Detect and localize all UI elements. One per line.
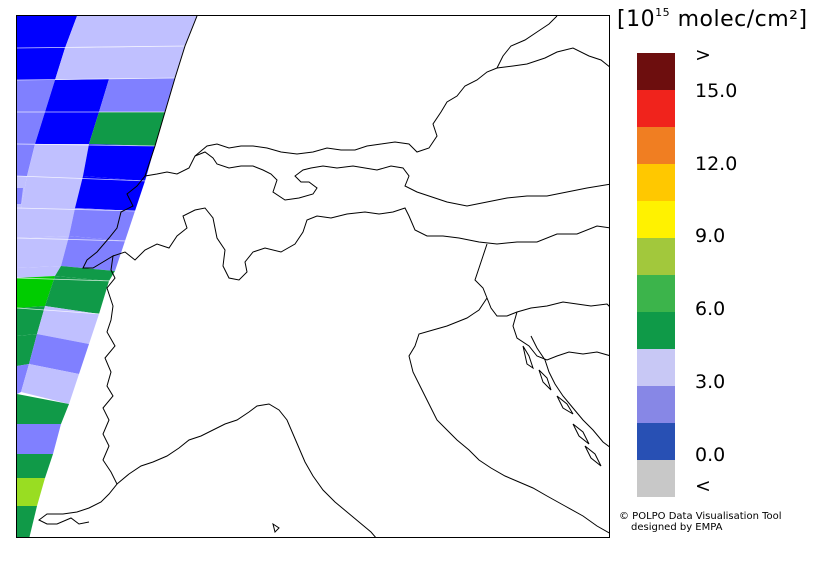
swath-cell (17, 424, 61, 454)
island-3 (556, 395, 574, 415)
swath-cell (99, 78, 175, 112)
swath-row-lines (17, 45, 188, 315)
swath-cell (27, 144, 89, 176)
island-2 (538, 369, 552, 391)
swath-cell (65, 16, 197, 48)
legend-tick-label: < (695, 475, 711, 497)
swath-cell (17, 306, 45, 336)
legend-tick-label: 0.0 (695, 444, 726, 466)
legend-swatch (637, 275, 675, 312)
swath-cell (83, 144, 155, 181)
legend-tick-label: 9.0 (695, 225, 726, 247)
swath-cell (45, 79, 109, 112)
swath-cell (17, 334, 37, 366)
legend-tick-label: 12.0 (695, 153, 738, 175)
credit-line-2: designed by EMPA (631, 522, 723, 533)
credit-line-1: © POLPO Data Visualisation Tool (619, 511, 782, 522)
swath-cell (17, 506, 37, 537)
legend-swatch (637, 238, 675, 275)
border-austria-germany (194, 47, 609, 157)
swath-cell (17, 454, 53, 478)
swath-cell (37, 306, 99, 344)
legend-swatch (637, 164, 675, 201)
swath-cell (35, 112, 99, 144)
color-legend (637, 53, 675, 497)
legend-swatch (637, 349, 675, 386)
legend-tick-label: 6.0 (695, 298, 726, 320)
legend-swatch (637, 423, 675, 460)
swath-cell (17, 478, 45, 506)
swath-cell (17, 48, 65, 80)
border-switzerland-italy (112, 207, 609, 281)
map-canvas (17, 16, 609, 537)
legend-swatch (637, 312, 675, 349)
swath-cell (17, 364, 29, 394)
coastlines-and-borders (38, 16, 609, 537)
swath-cell (17, 16, 77, 48)
unit-prefix: [10 (617, 7, 656, 32)
coast-italy-tyrrhenian (116, 403, 376, 537)
swath-cell (21, 364, 79, 404)
swath-cell (29, 334, 89, 374)
border-france-switzerland (38, 16, 198, 525)
elba (272, 522, 280, 533)
legend-swatch (637, 90, 675, 127)
legend-tick-label: > (695, 44, 711, 66)
swath-cell (69, 208, 135, 241)
swath-cell (45, 276, 109, 314)
coast-croatia-islands (530, 335, 609, 448)
coast-italy-adriatic (408, 297, 609, 534)
island-5 (584, 445, 602, 467)
legend-unit-label: [1015 molec/cm²] (617, 6, 808, 32)
border-switzerland-austria (144, 151, 609, 207)
map-panel[interactable] (16, 15, 610, 538)
border-croatia (512, 311, 609, 361)
swath-cell (61, 236, 125, 271)
swath-cell (21, 176, 83, 208)
credit-text: © POLPO Data Visualisation Tool designed… (619, 511, 782, 533)
island-1 (522, 345, 534, 370)
legend-swatch (637, 201, 675, 238)
unit-exponent: 15 (655, 6, 671, 19)
legend-tick-label: 15.0 (695, 80, 738, 102)
swath-cell (75, 176, 145, 211)
swath-cell (55, 266, 115, 281)
swath-cell (17, 236, 69, 268)
swath-cell (89, 112, 165, 146)
satellite-swath (17, 16, 197, 537)
swath-cell (17, 266, 61, 278)
swath-cell (17, 394, 69, 424)
swath-cell (17, 276, 55, 308)
swath-cell (17, 144, 35, 176)
border-austria-czech (496, 16, 558, 69)
legend-swatch (637, 386, 675, 423)
legend-swatch (637, 460, 675, 497)
unit-suffix: molec/cm²] (670, 7, 808, 32)
swath-cell (17, 188, 23, 204)
swath-cell (55, 46, 185, 80)
swath-cell (17, 208, 75, 238)
legend-tick-label: 3.0 (695, 371, 726, 393)
swath-cell (17, 112, 45, 144)
legend-swatch (637, 127, 675, 164)
swath-cell (17, 80, 55, 112)
island-4 (572, 423, 590, 445)
legend-swatch (637, 53, 675, 90)
border-slovenia (474, 243, 609, 317)
